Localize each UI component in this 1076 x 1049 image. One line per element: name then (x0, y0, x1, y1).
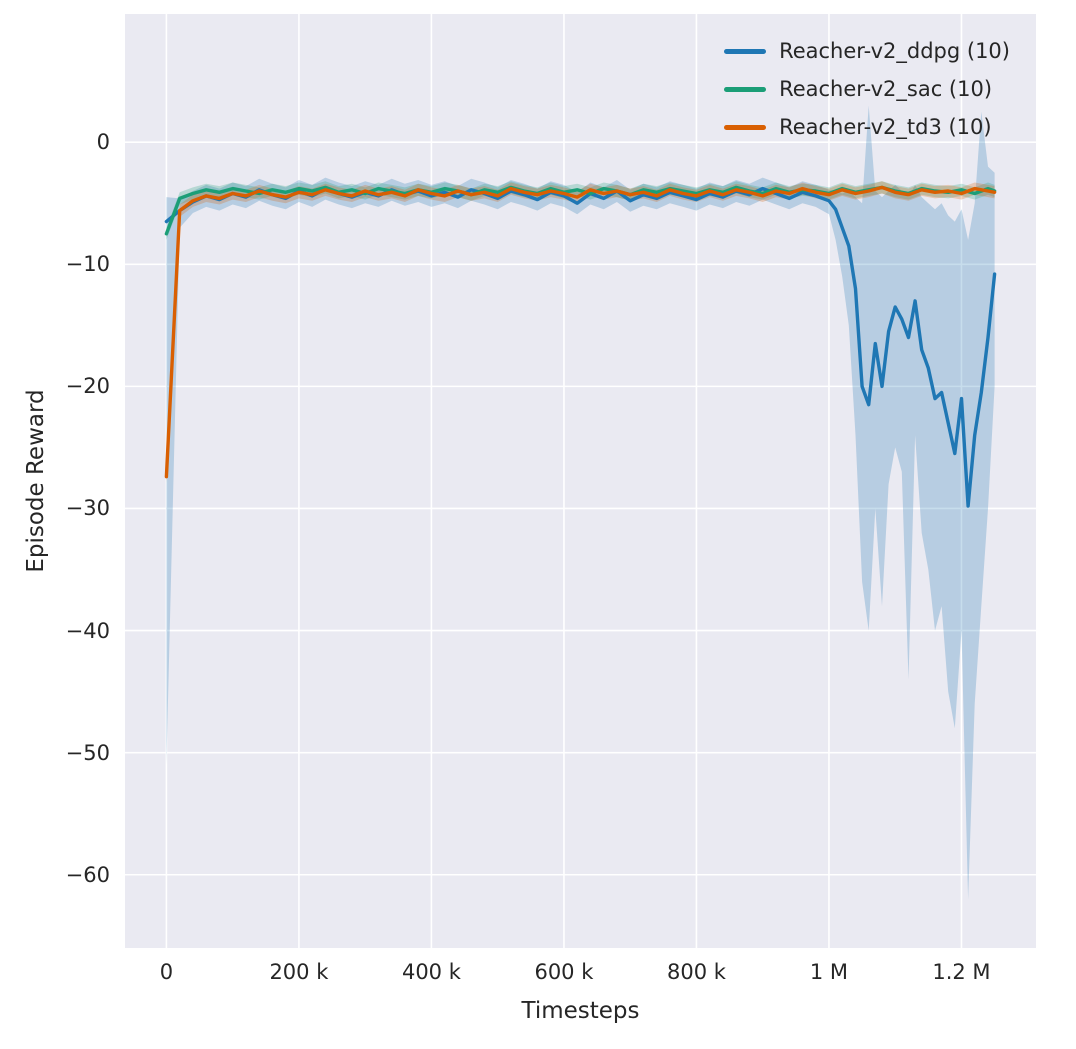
chart-canvas (125, 14, 1036, 948)
y-axis-label: Episode Reward (23, 389, 49, 573)
x-tick-label: 800 k (666, 960, 726, 984)
x-tick-label: 600 k (534, 960, 594, 984)
legend-item-ddpg: Reacher-v2_ddpg (10) (724, 39, 1010, 63)
x-axis-label: Timesteps (521, 998, 640, 1024)
legend-label-sac: Reacher-v2_sac (10) (779, 77, 993, 102)
y-tick-label: −40 (65, 618, 110, 643)
x-tick-label: 0 (159, 960, 174, 984)
legend-label-td3: Reacher-v2_td3 (10) (779, 115, 992, 140)
y-tick-label: −60 (65, 862, 110, 887)
x-tick-label: 200 k (269, 960, 329, 984)
y-tick-label: 0 (96, 130, 110, 155)
legend-swatch-sac (724, 87, 767, 93)
legend-item-td3: Reacher-v2_td3 (10) (724, 116, 1010, 139)
x-tick-label: 1 M (809, 960, 849, 984)
plot-area: Reacher-v2_ddpg (10) Reacher-v2_sac (10)… (125, 14, 1036, 948)
y-tick-label: −10 (65, 252, 110, 277)
legend-swatch-td3 (724, 125, 767, 131)
y-tick-label: −50 (65, 740, 110, 765)
legend-label-ddpg: Reacher-v2_ddpg (10) (779, 39, 1010, 63)
x-tick-label: 400 k (401, 960, 461, 984)
y-tick-label: −30 (65, 496, 110, 521)
legend-swatch-ddpg (724, 49, 767, 55)
legend-item-sac: Reacher-v2_sac (10) (724, 77, 1010, 102)
legend: Reacher-v2_ddpg (10) Reacher-v2_sac (10)… (724, 39, 1010, 139)
y-tick-label: −20 (65, 374, 110, 399)
x-tick-label: 1.2 M (932, 960, 991, 984)
